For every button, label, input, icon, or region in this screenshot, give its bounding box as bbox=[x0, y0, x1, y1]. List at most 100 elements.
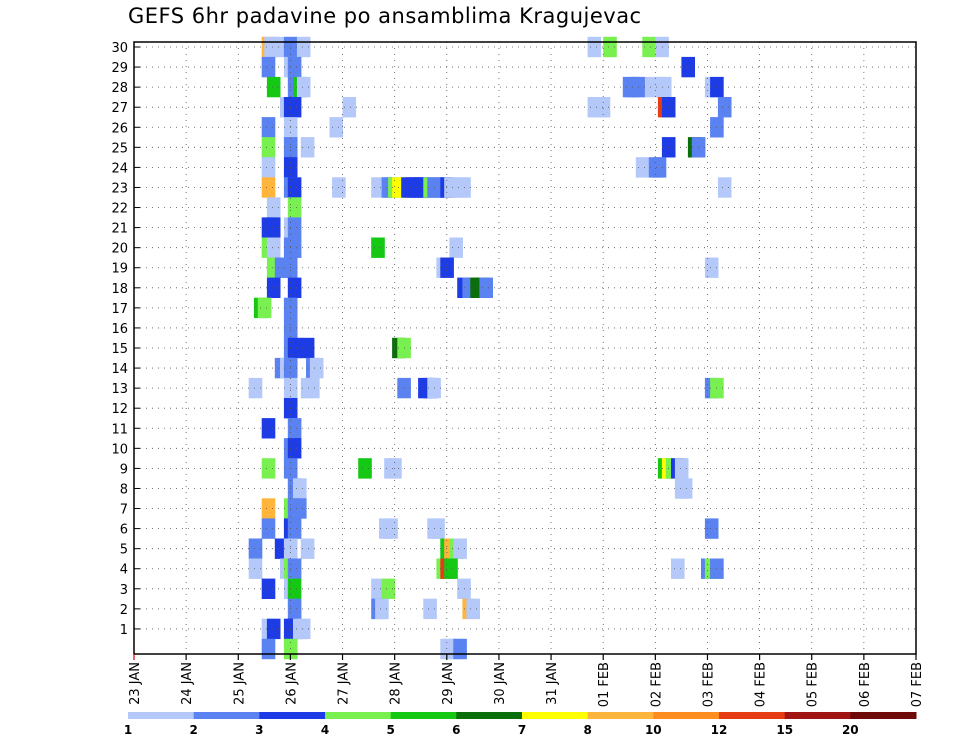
y-tick-label: 22 bbox=[111, 202, 128, 217]
data-cell bbox=[287, 418, 302, 439]
x-tick-label: 26 JAN bbox=[284, 662, 299, 705]
data-cell bbox=[296, 76, 311, 98]
data-cell bbox=[466, 598, 480, 620]
data-cell bbox=[261, 498, 276, 519]
data-cell bbox=[342, 97, 357, 118]
y-tick-label: 28 bbox=[111, 81, 128, 96]
data-cell bbox=[635, 157, 650, 178]
data-cell bbox=[371, 578, 385, 599]
y-tick-label: 10 bbox=[111, 442, 128, 457]
legend-label: 15 bbox=[776, 723, 793, 737]
data-cell bbox=[287, 177, 302, 198]
legend-label: 4 bbox=[321, 723, 329, 737]
data-cell bbox=[431, 518, 445, 539]
data-cell bbox=[261, 458, 276, 479]
legend-label: 3 bbox=[255, 723, 263, 737]
y-tick-label: 7 bbox=[120, 503, 128, 518]
y-tick-label: 24 bbox=[111, 161, 128, 176]
legend-swatch bbox=[522, 712, 589, 719]
y-tick-label: 1 bbox=[120, 623, 128, 638]
legend-swatch bbox=[850, 712, 917, 719]
y-tick-label: 8 bbox=[120, 482, 128, 497]
y-tick-label: 13 bbox=[111, 382, 128, 397]
data-cell bbox=[381, 578, 396, 599]
data-cell bbox=[453, 538, 467, 559]
legend-swatch bbox=[456, 712, 523, 719]
data-cell bbox=[287, 56, 302, 78]
y-tick-label: 16 bbox=[111, 322, 128, 337]
data-cell bbox=[423, 598, 437, 620]
legend: 1 2 3 4 5 6 7 8 10 12 15 20 bbox=[124, 712, 917, 737]
data-cell bbox=[287, 237, 302, 258]
data-cell bbox=[704, 257, 719, 278]
y-tick-label: 30 bbox=[111, 41, 128, 56]
data-cell bbox=[444, 558, 458, 579]
data-cell bbox=[674, 458, 689, 479]
data-cell bbox=[587, 36, 602, 58]
data-cell bbox=[266, 217, 281, 238]
x-tick-label: 01 FEB bbox=[597, 662, 612, 707]
data-cell bbox=[300, 538, 315, 559]
data-cell bbox=[266, 76, 281, 98]
data-cell bbox=[309, 357, 324, 379]
x-tick-label: 28 JAN bbox=[389, 662, 404, 705]
data-cell bbox=[266, 237, 281, 258]
data-cell bbox=[678, 478, 693, 499]
data-cell bbox=[248, 377, 263, 399]
data-cell bbox=[384, 518, 398, 539]
x-tick-label: 23 JAN bbox=[128, 662, 143, 705]
legend-swatch bbox=[390, 712, 457, 719]
y-tick-label: 19 bbox=[111, 262, 128, 277]
data-cell bbox=[596, 97, 611, 118]
data-cell bbox=[449, 237, 463, 258]
data-cell bbox=[329, 117, 344, 138]
y-tick-label: 12 bbox=[111, 402, 128, 417]
data-cell bbox=[287, 598, 302, 620]
legend-swatch bbox=[784, 712, 851, 719]
data-cell bbox=[248, 558, 263, 579]
data-cell bbox=[287, 438, 302, 459]
data-cell bbox=[287, 277, 302, 298]
legend-swatch bbox=[325, 712, 392, 719]
y-tick-label: 9 bbox=[120, 462, 128, 477]
data-cell bbox=[261, 578, 276, 599]
data-cell bbox=[266, 277, 281, 298]
y-tick-label: 25 bbox=[111, 141, 128, 156]
x-tick-label: 02 FEB bbox=[649, 662, 664, 707]
data-cell bbox=[306, 377, 320, 399]
y-tick-label: 27 bbox=[111, 101, 128, 116]
y-tick-label: 21 bbox=[111, 222, 128, 237]
data-cell bbox=[261, 117, 276, 138]
legend-label: 5 bbox=[387, 723, 395, 737]
data-cell bbox=[479, 277, 493, 298]
data-cell bbox=[300, 137, 315, 158]
data-cell bbox=[287, 337, 302, 359]
data-cell bbox=[671, 558, 685, 579]
legend-swatch bbox=[719, 712, 786, 719]
data-cell bbox=[248, 538, 263, 559]
data-cell bbox=[375, 598, 389, 620]
x-tick-label: 31 JAN bbox=[545, 662, 560, 705]
y-tick-label: 17 bbox=[111, 302, 128, 317]
x-tick-label: 29 JAN bbox=[441, 662, 456, 705]
data-cell bbox=[287, 197, 302, 218]
data-cell bbox=[261, 177, 276, 198]
x-tick-label: 30 JAN bbox=[493, 662, 508, 705]
data-cell bbox=[266, 618, 281, 640]
data-cell bbox=[257, 297, 272, 319]
data-cell bbox=[296, 618, 311, 640]
y-tick-label: 15 bbox=[111, 342, 128, 357]
data-cell bbox=[644, 76, 659, 98]
x-tick-label: 05 FEB bbox=[806, 662, 821, 707]
legend-swatch bbox=[653, 712, 720, 719]
y-tick-label: 18 bbox=[111, 282, 128, 297]
data-cell bbox=[261, 638, 276, 660]
data-cell bbox=[261, 157, 276, 178]
data-cell bbox=[261, 518, 276, 539]
legend-swatch bbox=[128, 712, 195, 719]
y-tick-label: 14 bbox=[111, 362, 128, 377]
y-tick-label: 11 bbox=[111, 422, 128, 437]
y-tick-label: 26 bbox=[111, 121, 128, 136]
data-cell bbox=[371, 177, 385, 198]
